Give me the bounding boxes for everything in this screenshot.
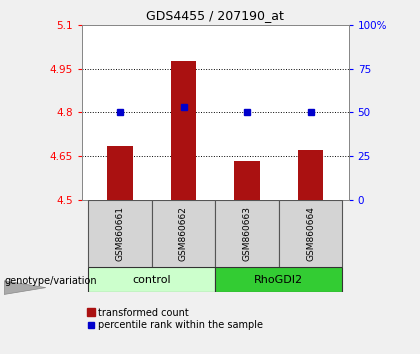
Text: GSM860664: GSM860664	[306, 206, 315, 261]
Bar	[215, 200, 279, 267]
Bar	[298, 150, 323, 200]
Text: GSM860662: GSM860662	[179, 206, 188, 261]
Text: GSM860661: GSM860661	[116, 206, 124, 261]
Bar	[171, 61, 196, 200]
Polygon shape	[4, 281, 46, 295]
Bar	[234, 161, 260, 200]
Text: genotype/variation: genotype/variation	[4, 276, 97, 286]
Bar	[107, 146, 133, 200]
Text: RhoGDI2: RhoGDI2	[254, 275, 303, 285]
Bar	[88, 200, 152, 267]
Bar	[279, 200, 342, 267]
Bar	[215, 267, 342, 292]
Text: control: control	[132, 275, 171, 285]
Bar	[152, 200, 215, 267]
Title: GDS4455 / 207190_at: GDS4455 / 207190_at	[146, 9, 284, 22]
Legend: transformed count, percentile rank within the sample: transformed count, percentile rank withi…	[87, 308, 263, 330]
Text: GSM860663: GSM860663	[242, 206, 252, 261]
Bar	[88, 267, 215, 292]
